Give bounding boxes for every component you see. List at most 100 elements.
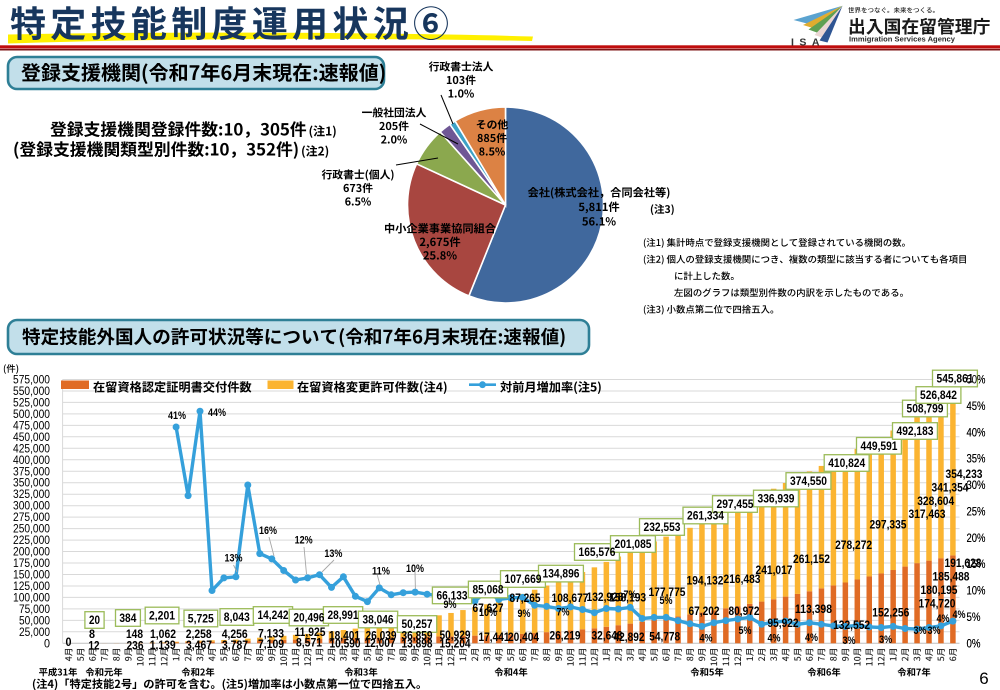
svg-text:3%: 3% xyxy=(928,625,941,637)
svg-text:28,991: 28,991 xyxy=(328,609,359,622)
svg-text:508,799: 508,799 xyxy=(907,403,944,416)
svg-text:350,000: 350,000 xyxy=(13,476,50,490)
svg-text:107,669: 107,669 xyxy=(505,573,542,586)
svg-text:374,550: 374,550 xyxy=(790,475,827,488)
svg-text:2,258: 2,258 xyxy=(186,628,212,641)
svg-text:232,553: 232,553 xyxy=(644,521,681,534)
svg-text:550,000: 550,000 xyxy=(13,384,50,398)
svg-text:180,195: 180,195 xyxy=(921,584,958,597)
svg-text:200,000: 200,000 xyxy=(13,545,50,559)
svg-text:15,204: 15,204 xyxy=(440,637,471,650)
svg-text:336,939: 336,939 xyxy=(758,493,795,506)
svg-text:261,334: 261,334 xyxy=(687,510,724,523)
svg-text:325,000: 325,000 xyxy=(13,487,50,501)
svg-text:15%: 15% xyxy=(967,557,986,571)
svg-text:150,000: 150,000 xyxy=(13,568,50,582)
svg-text:7,109: 7,109 xyxy=(258,638,284,651)
svg-text:175,000: 175,000 xyxy=(13,556,50,570)
svg-text:20,404: 20,404 xyxy=(508,631,539,644)
svg-text:191,628: 191,628 xyxy=(945,557,982,570)
svg-text:5%: 5% xyxy=(967,610,981,624)
svg-text:410,824: 410,824 xyxy=(828,457,865,470)
svg-text:50,000: 50,000 xyxy=(19,613,50,627)
svg-text:134,896: 134,896 xyxy=(543,568,580,581)
svg-text:7%: 7% xyxy=(557,607,570,619)
svg-text:14,242: 14,242 xyxy=(258,609,289,622)
svg-text:108,677: 108,677 xyxy=(552,592,589,605)
svg-text:241,017: 241,017 xyxy=(756,564,793,577)
svg-text:341,354: 341,354 xyxy=(932,482,969,495)
svg-text:13%: 13% xyxy=(225,553,243,565)
svg-text:100,000: 100,000 xyxy=(13,590,50,604)
svg-text:36,859: 36,859 xyxy=(402,630,433,643)
svg-text:35%: 35% xyxy=(967,452,986,466)
svg-text:38,046: 38,046 xyxy=(363,614,394,627)
svg-text:475,000: 475,000 xyxy=(13,418,50,432)
svg-text:40%: 40% xyxy=(967,425,986,439)
svg-text:40%: 40% xyxy=(967,425,986,439)
svg-text:3,467: 3,467 xyxy=(186,639,212,652)
svg-text:300,000: 300,000 xyxy=(13,499,50,513)
svg-text:5,725: 5,725 xyxy=(188,613,214,626)
svg-text:3%: 3% xyxy=(843,635,856,647)
svg-text:25,000: 25,000 xyxy=(19,625,50,639)
svg-text:Immigration Services Agency: Immigration Services Agency xyxy=(849,35,956,44)
svg-text:9%: 9% xyxy=(518,608,531,620)
svg-text:400,000: 400,000 xyxy=(13,453,50,467)
svg-text:5%: 5% xyxy=(967,610,981,624)
svg-text:3%: 3% xyxy=(914,625,927,637)
svg-text:148: 148 xyxy=(126,628,143,641)
svg-text:5%: 5% xyxy=(739,625,752,637)
svg-text:545,861: 545,861 xyxy=(937,373,974,386)
svg-text:500,000: 500,000 xyxy=(13,407,50,421)
svg-text:354,233: 354,233 xyxy=(946,468,983,481)
svg-text:45%: 45% xyxy=(967,399,986,413)
svg-text:575,000: 575,000 xyxy=(13,373,50,387)
svg-text:32,648: 32,648 xyxy=(592,630,623,643)
svg-text:80,972: 80,972 xyxy=(729,605,760,618)
svg-text:30%: 30% xyxy=(967,478,986,492)
svg-text:20: 20 xyxy=(89,614,100,627)
svg-text:132,552: 132,552 xyxy=(833,619,870,632)
svg-text:158,193: 158,193 xyxy=(609,592,646,605)
svg-text:3,787: 3,787 xyxy=(222,639,248,652)
svg-text:174,720: 174,720 xyxy=(919,598,956,611)
svg-text:425,000: 425,000 xyxy=(13,441,50,455)
svg-text:177,775: 177,775 xyxy=(649,586,686,599)
svg-text:526,842: 526,842 xyxy=(920,389,957,402)
svg-text:26,039: 26,039 xyxy=(366,630,397,643)
svg-text:20,496: 20,496 xyxy=(293,612,324,625)
svg-text:67,627: 67,627 xyxy=(473,602,504,615)
svg-text:50,929: 50,929 xyxy=(440,629,471,642)
svg-text:261,152: 261,152 xyxy=(793,553,830,566)
svg-text:216,483: 216,483 xyxy=(724,573,761,586)
svg-text:26,219: 26,219 xyxy=(550,630,581,643)
svg-text:54,778: 54,778 xyxy=(649,630,680,643)
svg-text:525,000: 525,000 xyxy=(13,395,50,409)
svg-text:328,604: 328,604 xyxy=(917,495,954,508)
svg-text:1,139: 1,139 xyxy=(150,639,176,652)
svg-text:41%: 41% xyxy=(168,410,186,422)
svg-text:42,892: 42,892 xyxy=(614,631,645,644)
svg-text:384: 384 xyxy=(119,612,136,625)
svg-text:95,922: 95,922 xyxy=(768,617,799,630)
svg-text:9%: 9% xyxy=(444,599,457,611)
svg-text:67,202: 67,202 xyxy=(689,605,720,618)
svg-text:20%: 20% xyxy=(967,531,986,545)
svg-text:30%: 30% xyxy=(967,478,986,492)
svg-text:10%: 10% xyxy=(479,607,497,619)
svg-text:2,201: 2,201 xyxy=(149,610,175,623)
svg-text:0%: 0% xyxy=(967,636,981,650)
svg-text:11,925: 11,925 xyxy=(295,626,326,639)
svg-text:11%: 11% xyxy=(372,566,391,578)
svg-text:3%: 3% xyxy=(879,634,892,646)
svg-text:8,571: 8,571 xyxy=(296,637,322,650)
svg-text:16%: 16% xyxy=(259,525,277,537)
svg-text:4%: 4% xyxy=(805,632,818,644)
svg-text:125,000: 125,000 xyxy=(13,579,50,593)
svg-text:375,000: 375,000 xyxy=(13,464,50,478)
svg-text:0: 0 xyxy=(44,636,50,650)
svg-text:66,133: 66,133 xyxy=(437,590,468,603)
svg-text:8: 8 xyxy=(89,628,96,641)
svg-text:0%: 0% xyxy=(967,636,981,650)
